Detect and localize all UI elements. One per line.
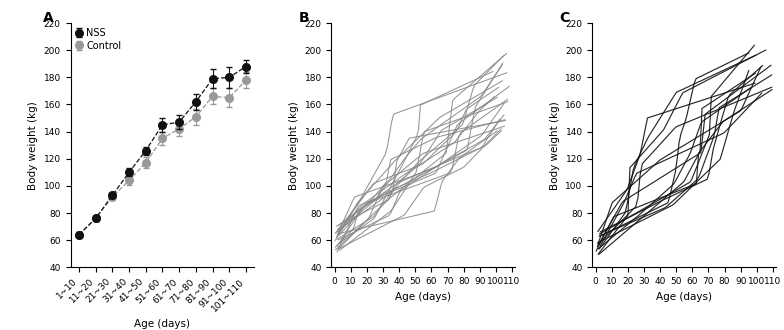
Text: A: A	[43, 11, 54, 25]
X-axis label: Age (days): Age (days)	[395, 292, 452, 302]
Y-axis label: Body weight (kg): Body weight (kg)	[28, 101, 38, 189]
Text: B: B	[299, 11, 309, 25]
Text: C: C	[559, 11, 570, 25]
Y-axis label: Body weight (kg): Body weight (kg)	[550, 101, 560, 189]
Legend: NSS, Control: NSS, Control	[75, 28, 122, 51]
X-axis label: Age (days): Age (days)	[656, 292, 713, 302]
X-axis label: Age (days): Age (days)	[134, 319, 191, 329]
Y-axis label: Body weight (kg): Body weight (kg)	[289, 101, 299, 189]
